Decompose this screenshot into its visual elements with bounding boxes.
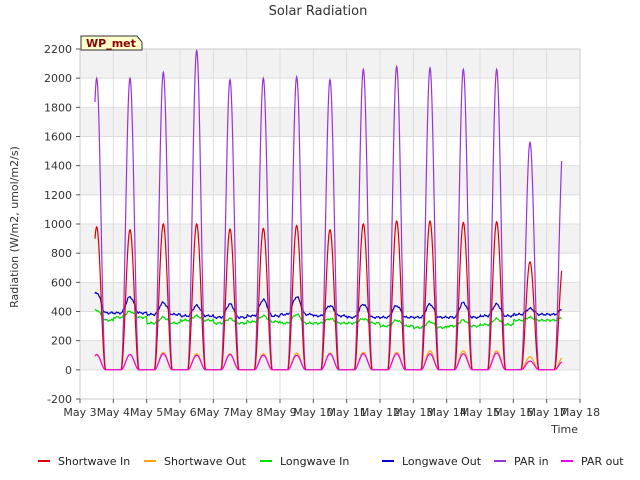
series-layer xyxy=(94,48,563,371)
x-tick-label: May 16 xyxy=(493,406,533,419)
grid-band xyxy=(80,165,580,195)
y-tick-label: -200 xyxy=(47,393,72,406)
y-tick-label: 0 xyxy=(65,364,72,377)
legend: Shortwave In Shortwave Out Longwave In Long… xyxy=(38,455,624,468)
y-tick-label: 1200 xyxy=(44,189,72,202)
y-tick-label: 1600 xyxy=(44,131,72,144)
legend-label: Longwave Out xyxy=(402,455,482,468)
legend-item-longwave-out: Longwave Out xyxy=(382,455,482,468)
y-tick-label: 1400 xyxy=(44,160,72,173)
x-tick-label: May 17 xyxy=(527,406,567,419)
x-tick-label: May 7 xyxy=(197,406,230,419)
legend-label: Shortwave Out xyxy=(164,455,247,468)
y-tick-label: 600 xyxy=(51,276,72,289)
x-tick-label: May 11 xyxy=(327,406,367,419)
grid-band xyxy=(80,107,580,137)
chart-title: Solar Radiation xyxy=(269,4,368,19)
station-badge-box xyxy=(80,35,143,51)
y-tick-label: 200 xyxy=(51,335,72,348)
x-tick-label: May 12 xyxy=(360,406,400,419)
grid-band xyxy=(80,49,580,79)
grid-band xyxy=(80,340,580,370)
series-line-longwave-in xyxy=(94,308,562,330)
y-axis-ticks: -200 0 200 400 600 800 1000 1200 1400 1600 1800 200… xyxy=(44,43,80,406)
y-tick-label: 2200 xyxy=(44,43,72,56)
x-tick-label: May 15 xyxy=(460,406,500,419)
station-badge: WP_met xyxy=(80,35,143,51)
legend-item-shortwave-out: Shortwave Out xyxy=(144,455,247,468)
y-tick-label: 1800 xyxy=(44,101,72,114)
legend-item-par-in: PAR in xyxy=(494,455,549,468)
y-tick-label: 800 xyxy=(51,247,72,260)
legend-item-longwave-in: Longwave In xyxy=(260,455,349,468)
y-tick-label: 400 xyxy=(51,306,72,319)
x-tick-label: May 5 xyxy=(130,406,163,419)
y-tick-label: 1000 xyxy=(44,218,72,231)
station-badge-label: WP_met xyxy=(86,37,136,50)
legend-label: PAR in xyxy=(514,455,549,468)
series-line-longwave-out xyxy=(94,291,562,320)
x-tick-label: May 9 xyxy=(263,406,296,419)
x-tick-label: May 14 xyxy=(427,406,467,419)
legend-label: PAR out xyxy=(581,455,624,468)
y-tick-label: 2000 xyxy=(44,72,72,85)
series-line-par-out xyxy=(94,352,563,371)
y-axis-label: Radiation (W/m2, umol/m2/s) xyxy=(8,146,21,308)
legend-item-par-out: PAR out xyxy=(561,455,624,468)
x-tick-label: May 13 xyxy=(393,406,433,419)
x-tick-label: May 8 xyxy=(230,406,263,419)
x-tick-label: May 4 xyxy=(97,406,130,419)
x-axis-label: Time xyxy=(550,423,578,436)
legend-label: Shortwave In xyxy=(58,455,130,468)
grid-band xyxy=(80,224,580,254)
x-tick-label: May 6 xyxy=(163,406,196,419)
x-tick-label: May 10 xyxy=(293,406,333,419)
legend-item-shortwave-in: Shortwave In xyxy=(38,455,130,468)
legend-label: Longwave In xyxy=(280,455,349,468)
x-tick-label: May 18 xyxy=(560,406,600,419)
x-tick-label: May 3 xyxy=(63,406,96,419)
